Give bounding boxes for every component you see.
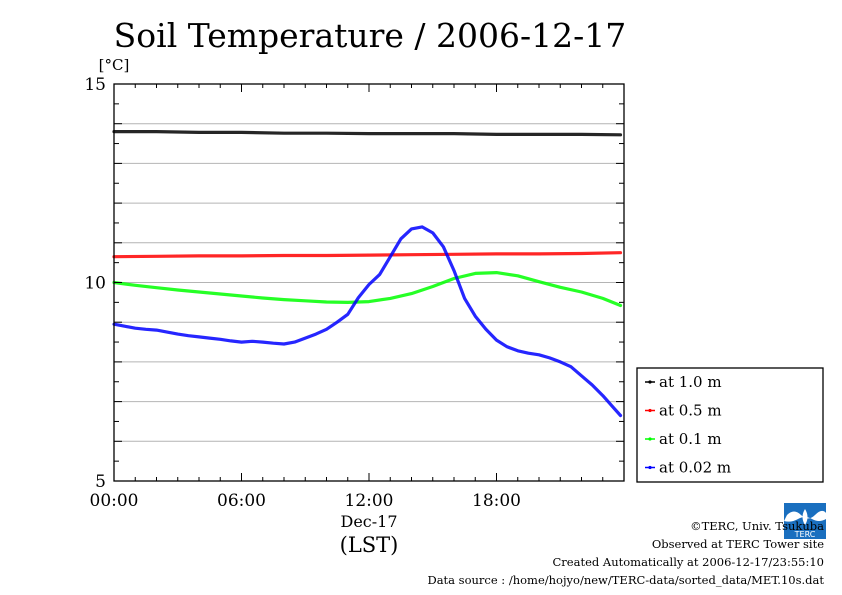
- legend-marker: [648, 408, 652, 413]
- legend: at 1.0 m at 0.5 m at 0.1 m at 0.02 m: [636, 367, 824, 483]
- series-line: [112, 130, 623, 137]
- svg-text:TERC: TERC: [794, 530, 816, 539]
- x-tick-label: 18:00: [472, 491, 521, 511]
- y-tick-label: 5: [95, 472, 106, 492]
- series-line: [112, 225, 623, 418]
- x-axis-date-label: Dec-17: [340, 512, 397, 531]
- footer-copyright: ©TERC, Univ. Tsukuba: [690, 519, 824, 533]
- footer-created: Created Automatically at 2006-12-17/23:5…: [552, 555, 825, 569]
- legend-label: at 0.5 m: [659, 402, 722, 420]
- terc-logo-icon: TERC: [784, 503, 826, 539]
- x-tick-label: 12:00: [345, 491, 394, 511]
- chart-title: Soil Temperature / 2006-12-17: [114, 16, 627, 55]
- y-axis-unit-label: [°C]: [99, 56, 130, 74]
- y-tick-label: 15: [84, 75, 106, 95]
- series-lines: [112, 130, 623, 418]
- axis-ticks: 5 10 15 00:00 06:00 12:00 18:00: [84, 75, 625, 511]
- series-line: [112, 271, 623, 308]
- legend-box: [636, 367, 824, 483]
- footer-data-source: Data source : /home/hojyo/new/TERC-data/…: [427, 573, 824, 587]
- x-tick-label: 06:00: [217, 491, 266, 511]
- legend-marker: [648, 465, 652, 470]
- legend-marker: [648, 380, 652, 384]
- legend-label: at 0.1 m: [659, 430, 722, 448]
- series-line: [112, 251, 623, 259]
- y-tick-label: 10: [84, 274, 106, 294]
- legend-label: at 0.02 m: [659, 459, 731, 477]
- legend-marker: [648, 437, 652, 441]
- footer-observed: Observed at TERC Tower site: [651, 537, 824, 551]
- x-axis-title: (LST): [340, 533, 399, 557]
- legend-label: at 1.0 m: [659, 373, 722, 391]
- x-tick-label: 00:00: [90, 491, 139, 511]
